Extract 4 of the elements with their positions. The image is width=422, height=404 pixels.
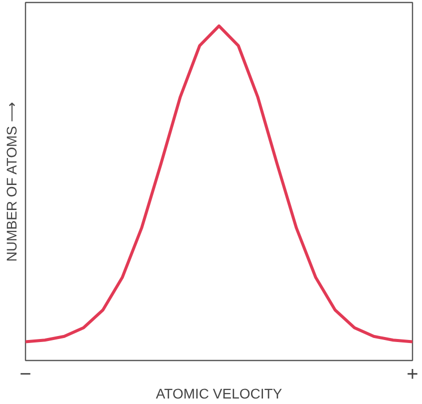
y-axis-title: NUMBER OF ATOMS ⟶: [4, 102, 20, 262]
text: −: [20, 364, 32, 386]
x-axis-title: ATOMIC VELOCITY: [156, 386, 283, 402]
text: +: [406, 364, 418, 386]
